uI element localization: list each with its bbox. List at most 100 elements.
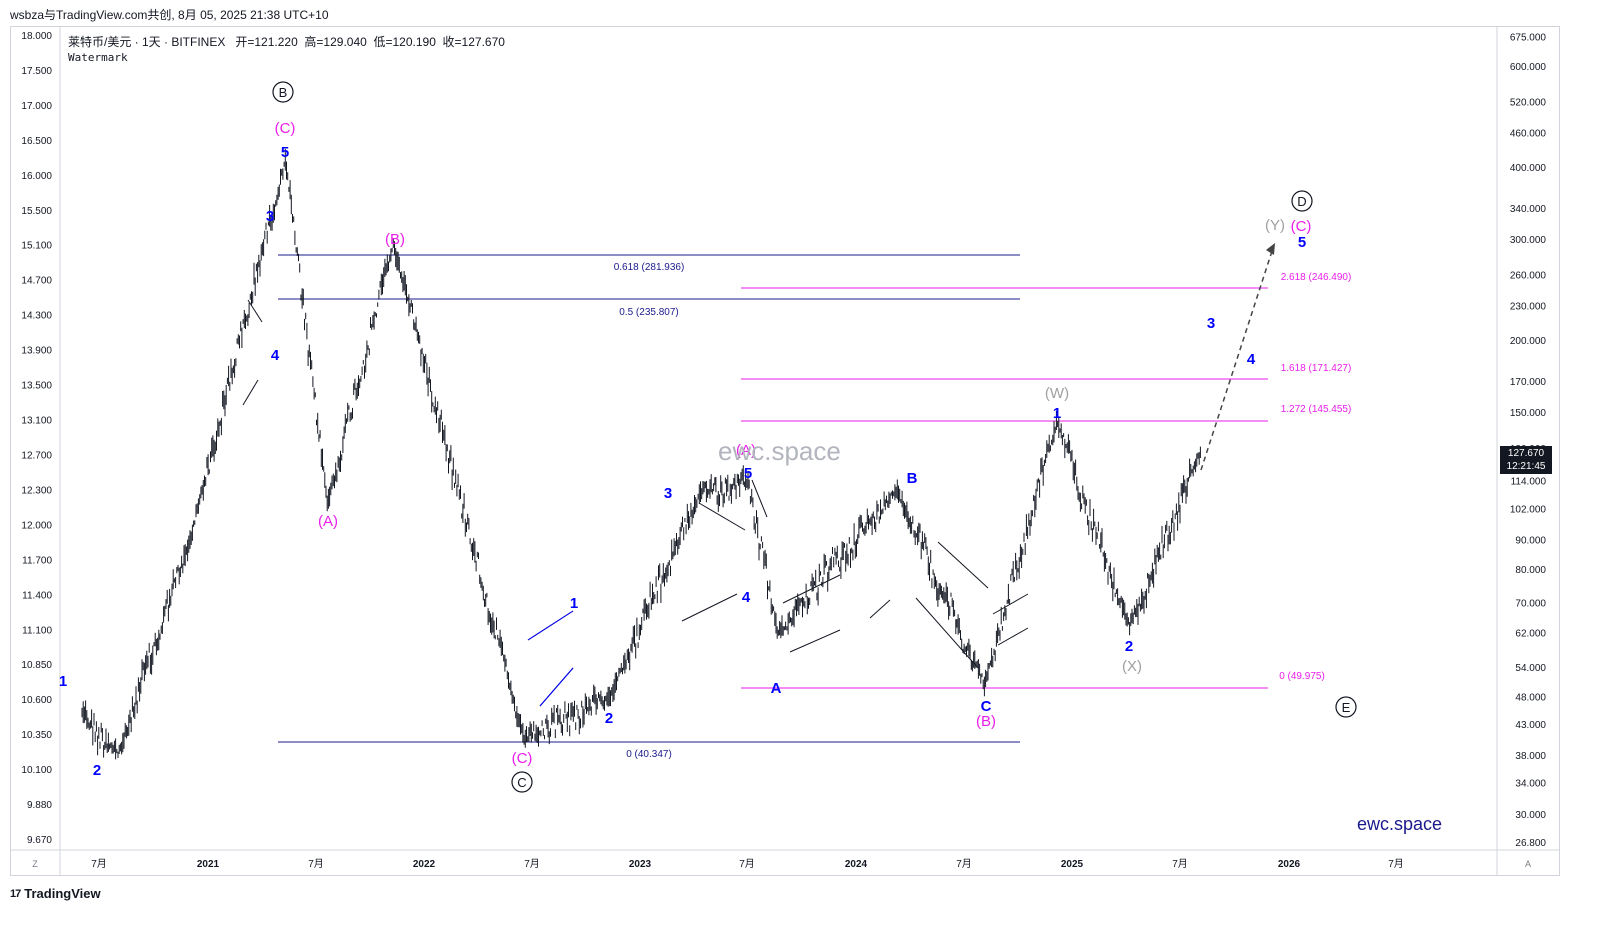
right-axis-tick: 70.000 [1515, 598, 1546, 609]
left-axis-tick: 12.300 [21, 485, 52, 496]
left-axis-tick: 16.500 [21, 136, 52, 147]
center-watermark: ewc.space [718, 436, 841, 466]
wave-label: 3 [1207, 315, 1215, 332]
wave-circle [272, 81, 294, 103]
open-value: 开=121.220 [235, 35, 298, 49]
left-axis-tick: 9.880 [27, 800, 52, 811]
right-axis-tick: 170.000 [1510, 377, 1547, 388]
wave-label: E [1342, 700, 1351, 715]
brand-watermark: ewc.space [1357, 814, 1443, 834]
high-value: 高=129.040 [304, 35, 367, 49]
trendline [937, 541, 989, 589]
left-axis-tick: 17.000 [21, 101, 52, 112]
left-axis-tick: 10.100 [21, 765, 52, 776]
trendline [915, 597, 979, 669]
time-axis-label: 7月 [91, 858, 107, 870]
left-axis-tick: 13.900 [21, 346, 52, 357]
wave-label: 2 [1125, 638, 1133, 655]
level-label: 1.272 (145.455) [1281, 404, 1352, 415]
time-axis-label: 2022 [413, 859, 436, 870]
left-axis-tick: 13.500 [21, 381, 52, 392]
wave-label: (C) [1291, 218, 1312, 235]
wave-label: (C) [512, 750, 533, 767]
time-axis-label: 7月 [739, 858, 755, 870]
level-label: 0 (40.347) [626, 749, 672, 760]
time-axis: 7月 2021 7月 2022 7月 2023 7月 2024 7月 2025 7月 2026 7月 [91, 858, 1404, 870]
trendline [751, 479, 768, 518]
left-axis-tick: 10.350 [21, 730, 52, 741]
trendlines [242, 243, 1275, 707]
wave-label: 5 [1298, 234, 1306, 251]
right-axis-tick: 54.000 [1515, 663, 1546, 674]
wave-label: (Y) [1265, 217, 1285, 234]
price-series [81, 149, 1201, 760]
last-price: 127.670 [1507, 448, 1545, 459]
left-axis-tick: 14.700 [21, 276, 52, 287]
right-axis-tick: 150.000 [1510, 408, 1547, 419]
trendline [698, 502, 746, 531]
right-axis-tick: 26.800 [1515, 838, 1546, 849]
trendline [869, 599, 891, 619]
time-axis-label: 7月 [524, 858, 540, 870]
left-axis-tick: 9.670 [27, 835, 52, 846]
wave-label: 5 [744, 465, 752, 482]
time-axis-label: 2026 [1278, 859, 1301, 870]
auto-scale-toggle[interactable]: A [1524, 859, 1531, 869]
wave-label: 1 [570, 595, 578, 612]
symbol-legend: 莱特币/美元 · 1天 · BITFINEX 开=121.220 高=129.0… [68, 34, 505, 66]
wave-label: (A) [318, 513, 338, 530]
wave-labels: 12345(C)B(A)(B)(C)C12345(A)ABC(B)(W)12(X… [59, 81, 1357, 793]
trendline [681, 593, 738, 622]
watermark-indicator-label[interactable]: Watermark [68, 51, 128, 64]
wave-label: B [279, 85, 288, 100]
left-axis-tick: 15.100 [21, 241, 52, 252]
symbol-name[interactable]: 莱特币/美元 · 1天 · BITFINEX [68, 35, 226, 49]
wave-circle [1291, 190, 1313, 212]
trendline [242, 379, 259, 406]
share-header: wsbza与TradingView.com共创, 8月 05, 2025 21:… [10, 8, 329, 22]
trendline [789, 629, 841, 653]
close-value: 收=127.670 [442, 35, 505, 49]
tradingview-footer[interactable]: 17 TradingView [10, 886, 101, 901]
wave-label: 4 [271, 347, 280, 364]
wave-label: (B) [385, 231, 405, 248]
left-axis-tick: 13.100 [21, 416, 52, 427]
tradingview-name: TradingView [24, 886, 101, 901]
trendline [992, 593, 1029, 615]
right-axis-tick: 30.000 [1515, 810, 1546, 821]
left-axis-tick: 12.000 [21, 520, 52, 531]
time-axis-label: 2024 [845, 859, 868, 870]
right-axis-tick: 200.000 [1510, 336, 1547, 347]
left-axis-tick: 17.500 [21, 66, 52, 77]
wave-label: A [771, 680, 782, 697]
trendline [539, 667, 574, 707]
right-axis-tick: 460.000 [1510, 128, 1547, 139]
wave-label: 1 [59, 673, 67, 690]
left-axis-tick: 12.700 [21, 450, 52, 461]
projection-arrow [1200, 247, 1274, 471]
right-axis-tick: 34.000 [1515, 779, 1546, 790]
wave-label: 1 [1053, 405, 1061, 422]
wave-label: (C) [275, 120, 296, 137]
left-axis-tick: 18.000 [21, 31, 52, 42]
wave-circle [511, 771, 533, 793]
wave-label: C [981, 698, 992, 715]
time-axis-label: 2025 [1061, 859, 1084, 870]
wave-label: (W) [1045, 385, 1069, 402]
wave-label: (A) [736, 442, 756, 459]
right-axis-tick: 600.000 [1510, 62, 1547, 73]
last-price-badge: 127.670 12:21:45 [1500, 446, 1552, 474]
wave-label: (X) [1122, 658, 1142, 675]
left-axis-tick: 10.850 [21, 660, 52, 671]
time-axis-label: 7月 [1388, 858, 1404, 870]
low-value: 低=120.190 [373, 35, 436, 49]
right-axis-tick: 300.000 [1510, 235, 1547, 246]
wave-label: 2 [605, 710, 613, 727]
right-axis-tick: 230.000 [1510, 301, 1547, 312]
log-scale-toggle-left[interactable]: Z [32, 859, 38, 869]
wave-label: C [517, 775, 526, 790]
level-label: 0.618 (281.936) [614, 262, 685, 273]
right-axis-tick: 520.000 [1510, 98, 1547, 109]
level-label: 0 (49.975) [1279, 671, 1325, 682]
projection-arrowhead [1266, 243, 1275, 255]
